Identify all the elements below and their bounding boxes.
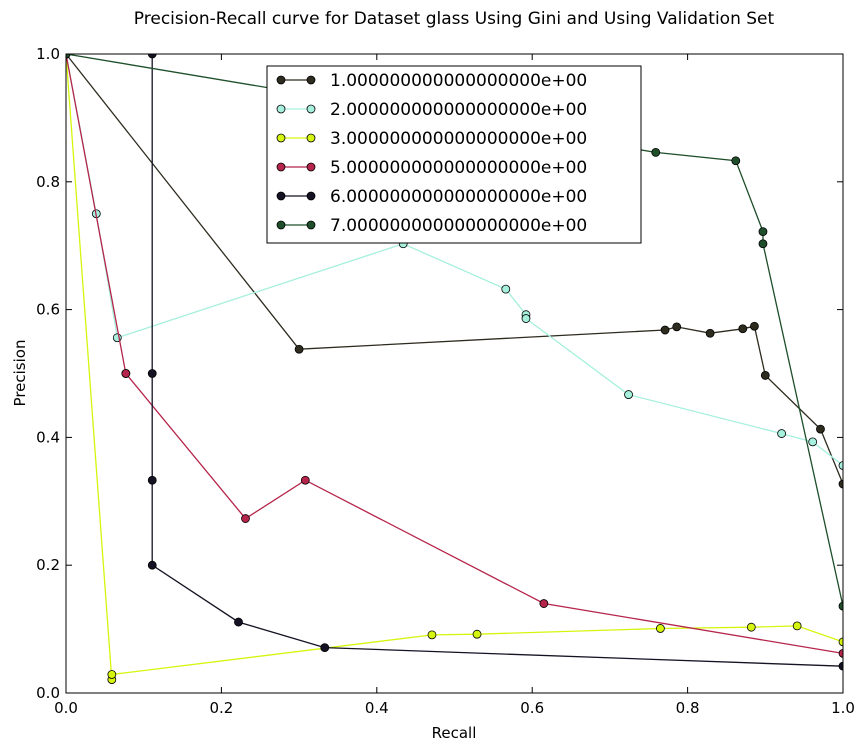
legend-label: 2.000000000000000000e+00	[330, 100, 587, 120]
data-point	[147, 54, 157, 59]
legend-entry-3: 3.000000000000000000e+00	[276, 129, 587, 149]
series-line-1	[66, 54, 843, 485]
series-1	[66, 54, 843, 489]
data-point	[705, 328, 715, 338]
data-point	[838, 637, 843, 647]
data-point	[651, 148, 661, 157]
x-tick-label: 1.0	[831, 699, 855, 717]
legend-box	[266, 65, 642, 244]
series-5	[147, 54, 843, 671]
x-tick-label: 0.6	[520, 699, 544, 717]
data-point	[624, 390, 633, 399]
data-point	[777, 429, 787, 438]
legend-entry-2: 2.000000000000000000e+00	[276, 100, 587, 120]
data-point	[838, 461, 843, 470]
data-point	[758, 227, 768, 237]
legend-marker	[306, 133, 316, 143]
data-point	[320, 643, 330, 653]
x-axis-label: Recall	[432, 724, 477, 742]
y-tick-label: 0.0	[36, 684, 60, 702]
data-point	[539, 599, 549, 608]
x-tick-label: 0.2	[209, 699, 233, 717]
y-tick-label: 0.2	[36, 556, 60, 574]
data-point	[816, 424, 825, 434]
legend-marker	[276, 104, 286, 114]
data-point	[838, 648, 843, 658]
legend-marker	[306, 75, 316, 85]
y-tick-label: 0.8	[36, 173, 60, 191]
legend-label: 5.000000000000000000e+00	[330, 158, 587, 178]
data-point	[147, 560, 157, 570]
legend-marker	[306, 220, 316, 230]
data-point	[660, 325, 670, 335]
series-2	[66, 54, 843, 470]
data-point	[66, 54, 71, 59]
x-tick-label: 0.0	[54, 699, 78, 717]
x-tick-label: 0.8	[676, 699, 700, 717]
series-4	[66, 54, 843, 658]
data-point	[241, 514, 250, 523]
legend-entry-4: 5.000000000000000000e+00	[276, 158, 587, 178]
series-3	[66, 54, 843, 684]
legend-marker	[306, 191, 316, 201]
data-point	[792, 621, 802, 631]
legend-marker	[306, 104, 316, 114]
y-tick-label: 0.4	[36, 428, 60, 446]
y-tick-label: 0.6	[36, 301, 60, 319]
x-tick-label: 0.4	[365, 699, 389, 717]
legend-marker	[276, 162, 286, 172]
legend-label: 6.000000000000000000e+00	[330, 187, 587, 207]
data-point	[656, 624, 665, 633]
chart-title: Precision-Recall curve for Dataset glass…	[134, 9, 775, 29]
data-point	[300, 475, 310, 485]
data-point	[808, 437, 818, 447]
legend-marker	[306, 162, 316, 172]
y-tick-label: 1.0	[36, 45, 60, 63]
legend-entry-1: 1.000000000000000000e+00	[276, 71, 587, 91]
data-point	[672, 322, 682, 332]
legend-entry-6: 7.000000000000000000e+00	[276, 216, 587, 236]
legend-label: 3.000000000000000000e+00	[330, 129, 587, 149]
data-point	[121, 369, 131, 378]
data-point	[838, 479, 843, 489]
data-point	[234, 617, 243, 627]
legend-marker	[276, 220, 286, 230]
legend-label: 7.000000000000000000e+00	[330, 216, 587, 236]
data-point	[501, 284, 511, 294]
data-point	[838, 661, 843, 671]
data-point	[521, 314, 531, 323]
data-point	[731, 156, 741, 166]
legend-label: 1.000000000000000000e+00	[330, 71, 587, 91]
legend-marker	[276, 75, 286, 85]
series-line-4	[66, 54, 843, 655]
legend-marker	[276, 191, 286, 201]
legend-entry-5: 6.000000000000000000e+00	[276, 187, 587, 207]
data-point	[472, 629, 482, 639]
data-point	[147, 369, 157, 378]
data-point	[750, 321, 759, 331]
data-point	[746, 622, 756, 632]
data-point	[107, 670, 117, 679]
data-point	[738, 324, 748, 334]
y-axis-label: Precision	[11, 340, 29, 407]
data-point	[147, 475, 157, 485]
data-point	[758, 239, 768, 249]
data-point	[760, 371, 770, 380]
data-point	[838, 601, 843, 611]
legend: 1.000000000000000000e+00 2.00000000000000…	[266, 65, 642, 244]
data-point	[427, 630, 437, 640]
data-point	[294, 344, 304, 354]
legend-marker	[276, 133, 286, 143]
plot-frame	[65, 53, 844, 694]
